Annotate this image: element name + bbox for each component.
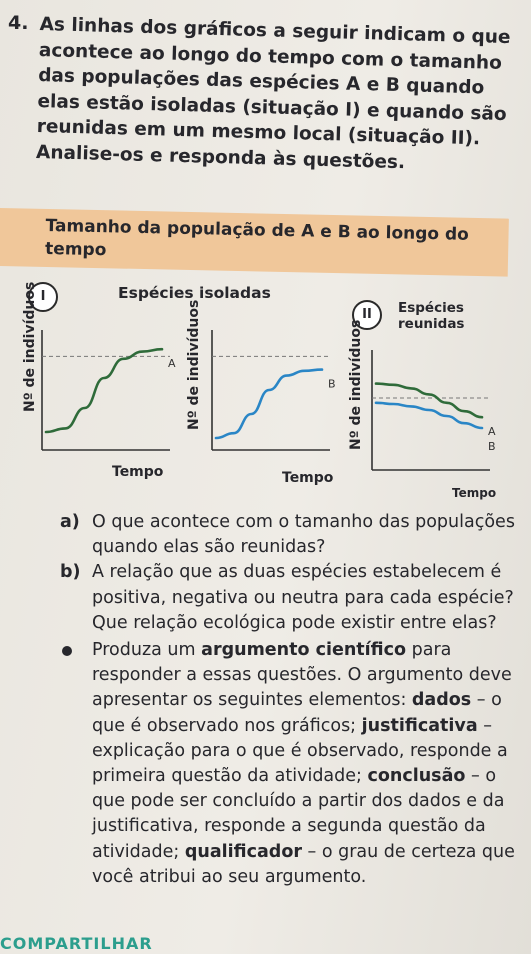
- chart-isolated-b: B: [211, 330, 336, 451]
- series-line-B: [374, 401, 484, 430]
- x-axis-label-3: Tempo: [452, 486, 497, 500]
- question-text: As linhas dos gráficos a seguir indicam …: [35, 13, 511, 173]
- bullet-icon: [62, 646, 72, 657]
- question-a-label: a): [60, 512, 80, 532]
- banner-title: Tamanho da população de A e B ao longo d…: [44, 215, 470, 261]
- question-a-text: O que acontece com o tamanho das populaç…: [92, 512, 515, 558]
- series-label-A: A: [488, 425, 496, 438]
- bullet-text-5: – o que pode ser concluído a partir dos …: [92, 766, 505, 862]
- bullet-text-4: – explicação para o que é observado, res…: [92, 715, 508, 787]
- y-axis-label-2: Nº de indivíduos: [186, 299, 202, 430]
- x-axis-label-2: Tempo: [282, 470, 334, 486]
- question-a: a) O que acontece com o tamanho das popu…: [60, 510, 515, 560]
- series-label-B: B: [488, 440, 496, 453]
- bullet-text-2: para responder a essas questões. O argum…: [92, 640, 512, 711]
- question-b: b) A relação que as duas espécies estabe…: [60, 560, 515, 636]
- bullet-justificativa: justificativa: [361, 715, 478, 736]
- panel-ii-marker: II: [352, 300, 382, 330]
- question-b-text: A relação que as duas espécies estabelec…: [92, 562, 514, 633]
- question-number: 4.: [8, 12, 29, 34]
- bullet-argument: argumento científico: [201, 640, 407, 661]
- chart-isolated-a: A: [41, 330, 176, 451]
- isolated-title: Espécies isoladas: [118, 284, 271, 302]
- share-link[interactable]: COMPARTILHAR: [0, 934, 153, 953]
- y-axis-label-3: Nº de indivíduos: [348, 319, 364, 450]
- chart-banner: Tamanho da população de A e B ao longo d…: [0, 208, 509, 277]
- series-label-B: B: [328, 378, 336, 391]
- chart-area: I Espécies isoladas II Espécies reunidas…: [0, 270, 531, 515]
- bullet-dados: dados: [411, 690, 472, 711]
- series-label-A: A: [168, 357, 176, 370]
- y-axis-label-1: Nº de indivíduos: [22, 281, 38, 412]
- chart-together: AB: [371, 350, 496, 471]
- argument-instruction: Produza um argumento científico para res…: [60, 638, 515, 890]
- bullet-text-3: – o que é observado nos gráficos;: [92, 690, 502, 736]
- series-line-A: [374, 382, 484, 419]
- bullet-text-1: Produza um: [92, 640, 202, 661]
- series-line-B: [214, 368, 324, 440]
- bullet-qualificador: qualificador: [184, 841, 302, 862]
- bullet-conclusao: conclusão: [367, 766, 466, 787]
- bullet-text-6: – o grau de certeza que você atribui ao …: [92, 841, 515, 887]
- questions: a) O que acontece com o tamanho das popu…: [60, 510, 515, 890]
- series-line-A: [44, 347, 164, 434]
- question-b-label: b): [60, 562, 81, 583]
- together-title: Espécies reunidas: [398, 300, 465, 332]
- panel-i-marker: I: [28, 282, 58, 312]
- side-margin-strip: [508, 270, 518, 490]
- x-axis-label-1: Tempo: [112, 464, 164, 480]
